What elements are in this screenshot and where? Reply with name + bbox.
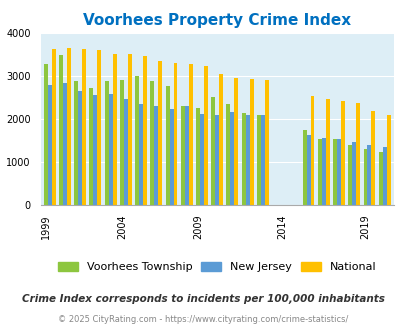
Text: Crime Index corresponds to incidents per 100,000 inhabitants: Crime Index corresponds to incidents per… <box>21 294 384 304</box>
Bar <box>362 149 367 205</box>
Bar <box>89 88 93 205</box>
Bar <box>378 152 382 205</box>
Text: © 2025 CityRating.com - https://www.cityrating.com/crime-statistics/: © 2025 CityRating.com - https://www.city… <box>58 315 347 324</box>
Bar <box>48 85 51 205</box>
Bar <box>371 111 375 205</box>
Bar <box>211 97 215 205</box>
Bar <box>150 82 154 205</box>
Bar <box>109 94 112 205</box>
Bar <box>169 109 173 205</box>
Bar <box>352 143 355 205</box>
Bar <box>260 115 264 205</box>
Bar <box>249 79 253 205</box>
Bar <box>158 61 162 205</box>
Bar <box>124 100 128 205</box>
Bar <box>302 130 306 205</box>
Bar <box>203 66 207 205</box>
Bar <box>264 80 268 205</box>
Bar <box>347 145 352 205</box>
Bar <box>59 55 63 205</box>
Bar <box>340 101 344 205</box>
Bar <box>154 106 158 205</box>
Bar <box>215 115 219 205</box>
Bar <box>256 115 260 205</box>
Bar <box>180 106 184 205</box>
Bar <box>306 135 310 205</box>
Bar <box>135 76 139 205</box>
Bar <box>184 106 188 205</box>
Bar <box>219 74 223 205</box>
Bar <box>165 86 169 205</box>
Bar <box>200 114 203 205</box>
Bar <box>241 113 245 205</box>
Bar <box>104 81 109 205</box>
Bar <box>355 103 359 205</box>
Bar <box>143 56 147 205</box>
Bar <box>93 95 97 205</box>
Bar <box>245 115 249 205</box>
Bar <box>367 146 371 205</box>
Bar <box>234 78 238 205</box>
Bar <box>128 54 132 205</box>
Bar <box>317 139 321 205</box>
Legend: Voorhees Township, New Jersey, National: Voorhees Township, New Jersey, National <box>54 258 379 276</box>
Bar <box>332 139 336 205</box>
Bar <box>97 50 101 205</box>
Bar <box>321 138 325 205</box>
Bar <box>82 49 86 205</box>
Bar <box>173 63 177 205</box>
Bar <box>310 96 314 205</box>
Bar <box>336 139 340 205</box>
Bar <box>230 112 234 205</box>
Bar <box>382 147 386 205</box>
Bar <box>119 80 124 205</box>
Bar <box>196 108 200 205</box>
Bar <box>139 104 143 205</box>
Bar <box>188 64 192 205</box>
Bar <box>63 83 67 205</box>
Bar <box>44 64 48 205</box>
Bar <box>67 48 71 205</box>
Bar <box>78 91 82 205</box>
Bar <box>51 49 55 205</box>
Bar <box>112 54 116 205</box>
Bar <box>226 104 230 205</box>
Bar <box>74 82 78 205</box>
Bar <box>386 115 390 205</box>
Bar <box>325 99 329 205</box>
Title: Voorhees Property Crime Index: Voorhees Property Crime Index <box>83 13 350 28</box>
